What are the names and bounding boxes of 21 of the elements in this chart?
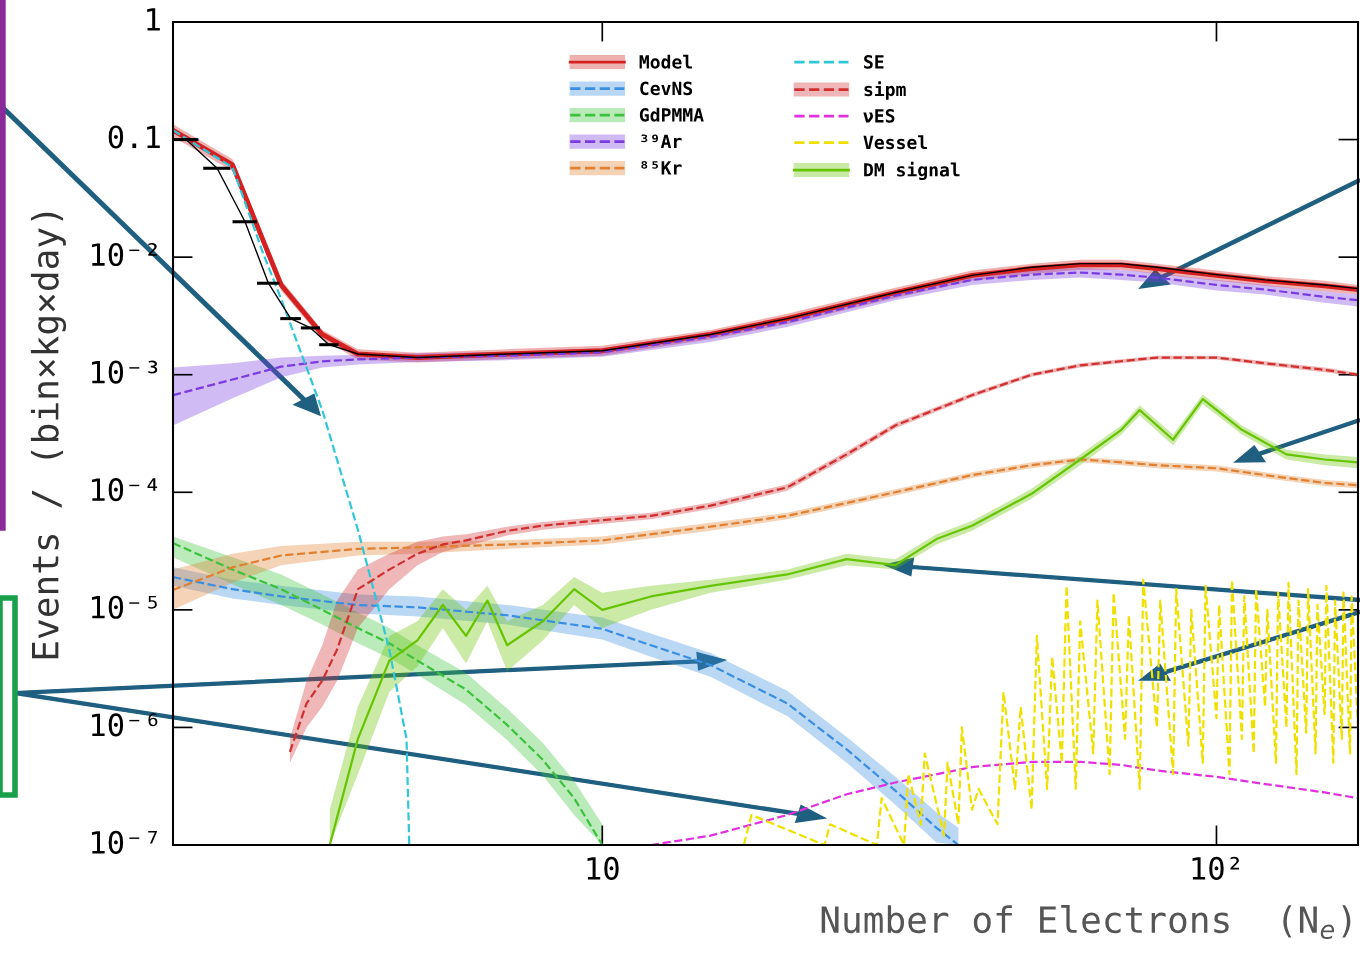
y-tick-label: 10⁻⁵ [91,595,157,619]
legend-label: DM signal [864,161,960,181]
y-axis-title: Events / (bin×kg×day) [30,212,67,659]
legend-label: νES [863,108,895,123]
legend-label: Model [639,54,692,69]
y-tick-label: 10⁻⁷ [91,830,157,854]
legend-label: ⁸⁵Kr [641,161,682,175]
x-tick-label: 10 [587,856,619,880]
legend-label: CevNS [640,81,693,96]
y-tick-label: 1 [147,8,160,31]
x-axis-title: Number of Electrons (N$_{e}$) [821,905,1351,940]
legend-label: ³⁹Ar [641,134,682,148]
legend-label: GdPMMA [639,107,704,122]
y-tick-label: 10⁻³ [91,360,158,384]
legend-label: Vessel [863,135,927,150]
legend-label: sipm [864,81,906,100]
legend-label: SE [864,55,884,69]
x-tick-label: 10² [1192,856,1239,880]
y-tick-label: 0.1 [108,125,160,149]
y-tick-label: 10⁻⁴ [91,478,158,502]
y-tick-label: 10⁻⁶ [91,713,158,737]
